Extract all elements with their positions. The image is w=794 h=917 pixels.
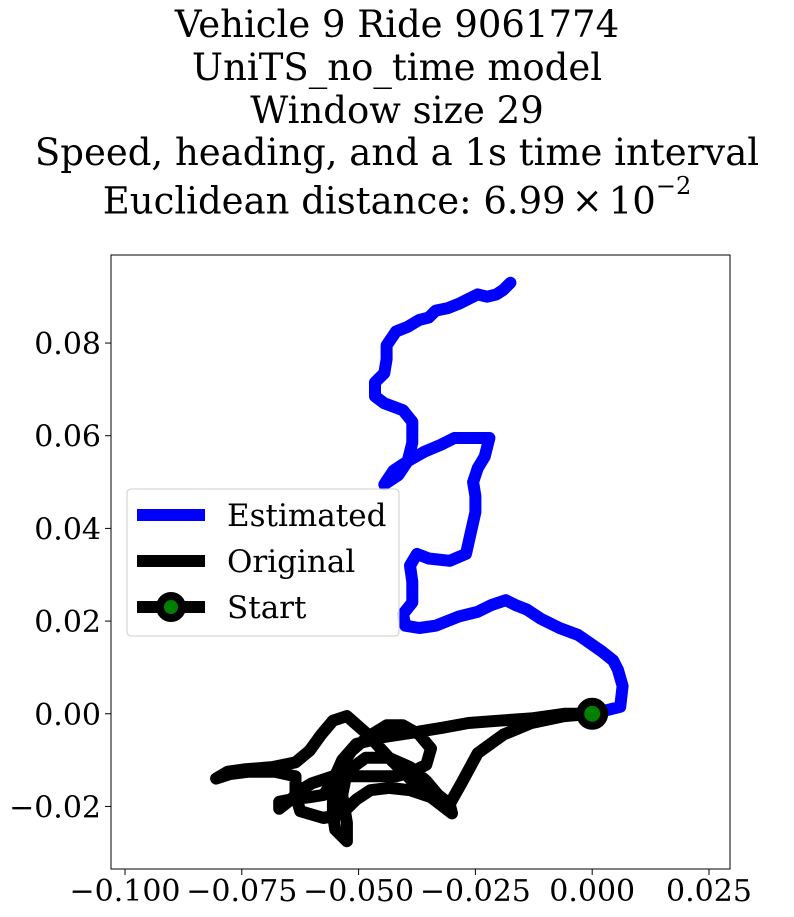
start-marker [576, 697, 609, 730]
x-tick-label: −0.075 [186, 874, 297, 909]
legend-label-start: Start [227, 590, 307, 626]
title-line-2: UniTS_no_time model [191, 46, 603, 89]
y-tick-label: −0.02 [9, 790, 101, 825]
legend: Estimated Original Start [126, 488, 400, 637]
distance-base: 10 [608, 179, 656, 223]
x-tick-label: −0.100 [69, 874, 180, 909]
title-line-5: Euclidean distance: 6.99 × 10−2 [0, 170, 794, 223]
x-tick-label: 0.000 [549, 874, 635, 909]
y-tick-label: 0.00 [34, 698, 101, 733]
title-line-1: Vehicle 9 Ride 9061774 [174, 3, 620, 46]
title-line-4: Speed, heading, and a 1s time interval [34, 131, 760, 174]
y-tick-label: 0.04 [34, 512, 101, 547]
distance-exponent: −2 [655, 172, 692, 200]
legend-label-original: Original [227, 544, 355, 580]
x-tick-label: 0.025 [666, 874, 752, 909]
y-tick-label: 0.08 [34, 327, 101, 362]
distance-prefix: Euclidean distance: [102, 179, 484, 223]
series-estimated [369, 276, 629, 720]
distance-times: × [571, 179, 603, 223]
distance-mantissa: 6.99 [483, 179, 566, 223]
series-original [210, 707, 599, 848]
x-tick-label: −0.025 [420, 874, 531, 909]
y-tick-label: 0.06 [34, 420, 101, 455]
legend-box [126, 488, 400, 637]
y-tick-label: 0.02 [34, 605, 101, 640]
legend-start-marker [156, 592, 186, 622]
plot-frame [110, 254, 731, 870]
x-tick-label: −0.050 [303, 874, 414, 909]
plot-area [210, 276, 629, 848]
legend-label-estimated: Estimated [227, 498, 386, 534]
title-line-3: Window size 29 [250, 89, 544, 132]
